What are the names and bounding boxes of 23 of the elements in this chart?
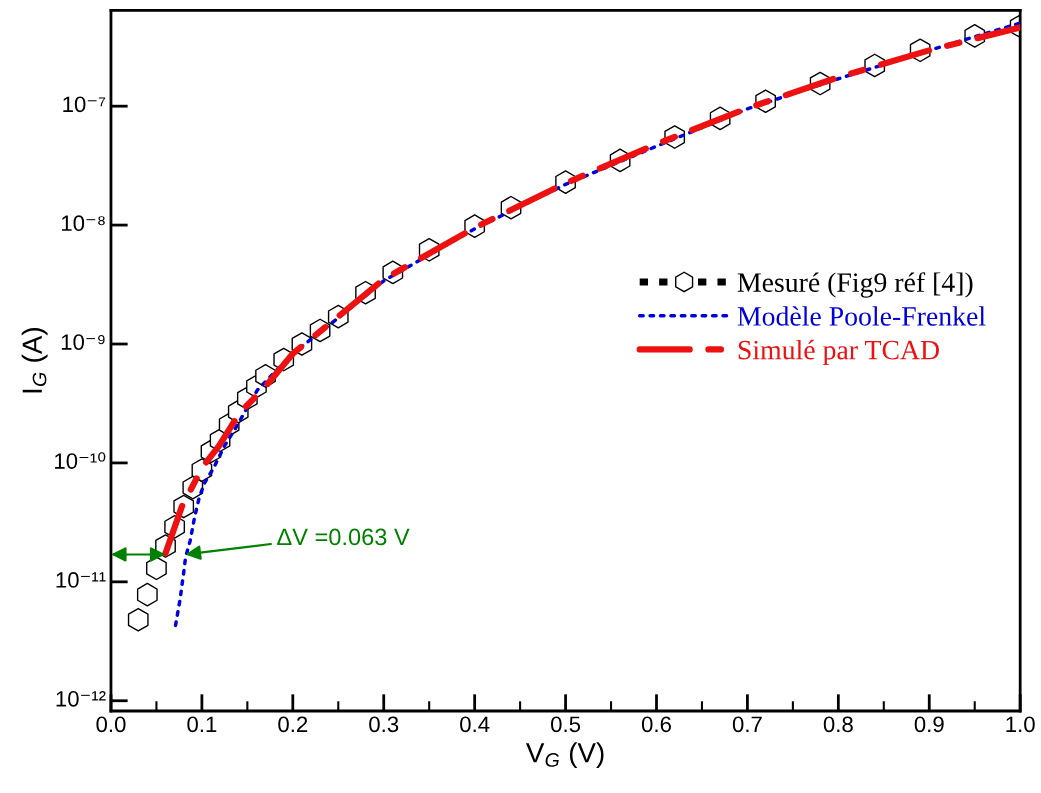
x-tick-label: 1.0	[1006, 716, 1035, 733]
y-tick-label: 10⁻⁷	[63, 96, 106, 113]
legend-label: Modèle Poole-Frenkel	[737, 306, 986, 326]
x-tick-label: 0.3	[369, 716, 399, 733]
x-tick-label: 0.5	[551, 716, 581, 733]
x-tick-label: 0.9	[914, 716, 944, 733]
annotation: ΔV =0.063 V	[277, 528, 410, 546]
x-tick-label: 0.8	[823, 716, 853, 733]
x-tick-label: 0.0	[96, 716, 126, 733]
x-tick-label: 0.4	[460, 716, 490, 733]
y-tick-label: 10⁻¹²	[56, 690, 106, 707]
x-tick-label: 0.1	[187, 716, 217, 733]
x-tick-label: 0.7	[732, 716, 762, 733]
y-tick-label: 10⁻¹¹	[56, 572, 106, 588]
y-tick-label: 10⁻⁸	[61, 215, 105, 232]
y-tick-label: 10⁻¹⁰	[55, 452, 106, 469]
x-tick-label: 0.6	[641, 716, 671, 733]
legend-label: Mesuré (Fig9 réf [4])	[737, 272, 973, 298]
x-tick-label: 0.2	[278, 716, 308, 733]
legend-label: Simulé par TCAD	[738, 339, 939, 366]
y-tick-label: 10⁻⁹	[61, 334, 105, 350]
y-axis-title: I$_{G}$ (A)	[21, 328, 48, 393]
x-axis-title: V$_{G}$ (V)	[525, 742, 604, 769]
